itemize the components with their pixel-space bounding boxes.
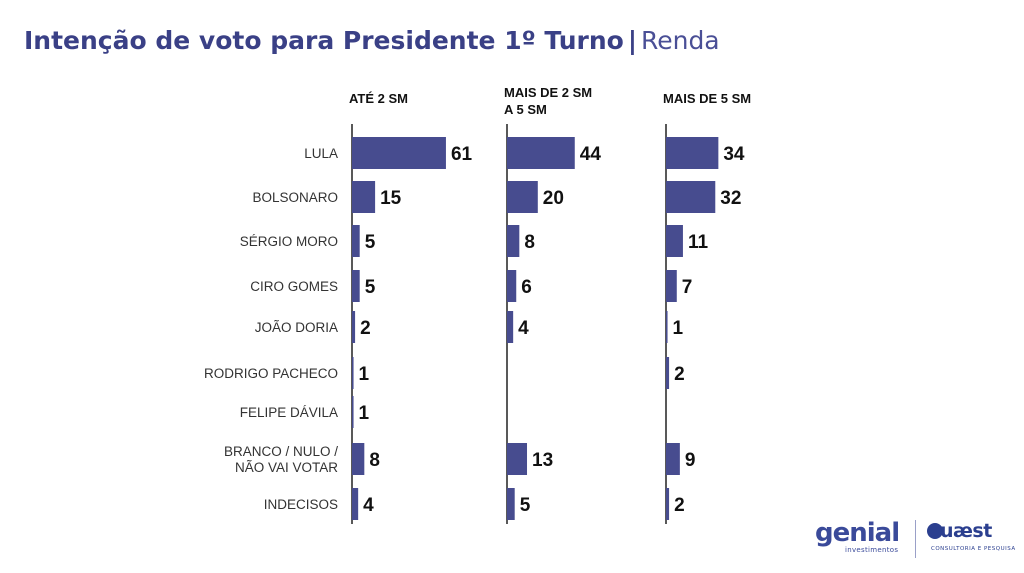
data-label: 1 <box>359 364 370 385</box>
bar <box>507 137 575 169</box>
bar <box>666 270 677 302</box>
bar <box>507 443 528 475</box>
bar <box>352 396 354 428</box>
bar <box>666 443 680 475</box>
data-label: 13 <box>532 450 553 471</box>
data-label: 5 <box>365 277 376 298</box>
title-main: Intenção de voto para Presidente 1º Turn… <box>24 26 624 55</box>
bar <box>507 270 517 302</box>
category-label: CIRO GOMES <box>250 279 338 294</box>
data-label: 61 <box>451 144 473 165</box>
series-header: ATÉ 2 SM <box>349 91 408 106</box>
data-label: 1 <box>673 318 684 339</box>
bar <box>352 488 359 520</box>
category-label: LULA <box>304 146 338 161</box>
data-label: 20 <box>543 188 564 209</box>
genial-logo-tagline: investimentos <box>845 546 899 554</box>
logo-divider <box>915 520 916 558</box>
bar <box>507 225 520 257</box>
genial-logo-word: genial <box>815 518 900 548</box>
bar <box>666 311 668 343</box>
category-label: INDECISOS <box>264 497 338 512</box>
category-label: JOÃO DORIA <box>255 320 338 335</box>
data-label: 2 <box>674 495 685 516</box>
data-label: 4 <box>363 495 374 516</box>
title-subtitle: Renda <box>640 26 720 55</box>
category-label: SÉRGIO MORO <box>240 234 338 249</box>
data-label: 15 <box>380 188 402 209</box>
bar <box>666 357 670 389</box>
category-label: FELIPE DÁVILA <box>240 405 338 420</box>
page-title: Intenção de voto para Presidente 1º Turn… <box>24 26 720 55</box>
category-label: RODRIGO PACHECO <box>204 366 338 381</box>
bar <box>666 488 670 520</box>
title-separator: | <box>627 26 637 55</box>
bar <box>352 225 360 257</box>
data-label: 9 <box>685 450 696 471</box>
quaest-logo-word: uæst <box>940 520 992 542</box>
data-label: 34 <box>723 144 745 165</box>
bar <box>352 357 354 389</box>
category-label: BOLSONARO <box>252 190 338 205</box>
data-label: 4 <box>518 318 529 339</box>
data-label: 7 <box>682 277 693 298</box>
category-label: BRANCO / NULO / NÃO VAI VOTAR <box>224 444 338 475</box>
bar <box>352 311 356 343</box>
bar <box>666 137 719 169</box>
bar <box>352 181 376 213</box>
data-label: 5 <box>520 495 531 516</box>
quaest-logo-tagline: CONSULTORIA E PESQUISA <box>931 546 1016 552</box>
bar <box>352 137 446 169</box>
bar <box>666 181 716 213</box>
series-header: MAIS DE 5 SM <box>663 91 751 106</box>
data-label: 2 <box>674 364 685 385</box>
bar <box>666 225 683 257</box>
data-label: 11 <box>688 232 709 253</box>
data-label: 8 <box>524 232 535 253</box>
data-label: 44 <box>580 144 602 165</box>
data-label: 1 <box>359 403 370 424</box>
data-label: 2 <box>360 318 371 339</box>
data-label: 5 <box>365 232 376 253</box>
data-label: 6 <box>521 277 532 298</box>
data-label: 8 <box>369 450 380 471</box>
bar <box>507 181 538 213</box>
bar <box>507 488 515 520</box>
bar <box>352 443 365 475</box>
quaest-logo: uæst CONSULTORIA E PESQUISA <box>927 520 1015 560</box>
genial-logo: genial investimentos <box>815 520 905 560</box>
bar <box>507 311 514 343</box>
data-label: 32 <box>720 188 741 209</box>
quaest-logo-mark <box>927 523 943 539</box>
series-header: MAIS DE 2 SM A 5 SM <box>504 85 592 117</box>
bar <box>352 270 360 302</box>
